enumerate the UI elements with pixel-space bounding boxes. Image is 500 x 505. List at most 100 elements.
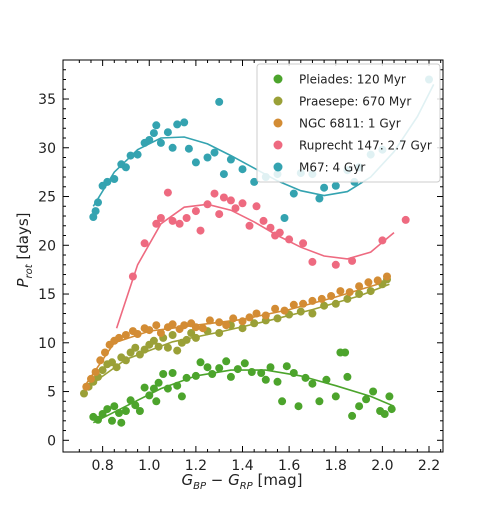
data-point bbox=[366, 287, 375, 296]
x-tick-label: 1.4 bbox=[231, 458, 253, 474]
legend-label: M67: 4 Gyr bbox=[299, 161, 365, 175]
data-point bbox=[219, 170, 228, 179]
data-point bbox=[82, 382, 91, 391]
y-tick-label: 0 bbox=[47, 433, 56, 449]
data-point bbox=[140, 239, 149, 248]
data-point bbox=[362, 395, 371, 404]
y-tick-label: 15 bbox=[38, 287, 56, 303]
data-point bbox=[175, 219, 184, 228]
data-point bbox=[180, 321, 189, 330]
data-point bbox=[245, 313, 254, 322]
data-point bbox=[108, 416, 116, 425]
data-point bbox=[152, 121, 161, 130]
data-point bbox=[191, 323, 200, 332]
data-point bbox=[289, 369, 298, 377]
data-point bbox=[331, 181, 340, 190]
data-point bbox=[203, 200, 212, 209]
trend-line-3 bbox=[115, 203, 395, 329]
data-point bbox=[191, 333, 200, 342]
data-point bbox=[163, 343, 172, 352]
data-point bbox=[327, 292, 336, 300]
data-point bbox=[355, 290, 364, 298]
data-point bbox=[280, 214, 289, 222]
data-point bbox=[252, 309, 261, 318]
data-point bbox=[133, 150, 142, 159]
data-point bbox=[348, 411, 357, 420]
data-point bbox=[261, 311, 270, 320]
data-point bbox=[103, 177, 112, 186]
data-point bbox=[341, 348, 350, 357]
data-point bbox=[308, 257, 317, 266]
data-point bbox=[126, 151, 135, 160]
data-point bbox=[296, 307, 305, 316]
legend-label: NGC 6811: 1 Gyr bbox=[299, 117, 401, 131]
data-point bbox=[101, 348, 109, 357]
data-point bbox=[219, 193, 228, 202]
data-point bbox=[145, 391, 154, 400]
data-point bbox=[173, 346, 182, 355]
data-point bbox=[149, 129, 158, 138]
data-point bbox=[320, 183, 329, 192]
data-point bbox=[87, 374, 95, 383]
data-point bbox=[345, 288, 354, 297]
data-point bbox=[133, 330, 142, 338]
data-point bbox=[273, 314, 282, 323]
data-point bbox=[250, 177, 259, 186]
data-point bbox=[289, 189, 298, 198]
data-point bbox=[294, 402, 303, 411]
data-point bbox=[331, 392, 340, 401]
data-point bbox=[271, 304, 280, 313]
data-point bbox=[266, 363, 275, 372]
x-tick-label: 1.0 bbox=[138, 458, 160, 474]
data-point bbox=[191, 158, 200, 167]
data-point bbox=[387, 405, 396, 414]
data-point bbox=[173, 381, 182, 390]
data-point bbox=[131, 343, 140, 352]
plot-frame bbox=[62, 59, 444, 453]
data-point bbox=[203, 153, 212, 162]
y-tick-label: 35 bbox=[38, 92, 56, 108]
x-tick-label: 2.2 bbox=[418, 458, 440, 474]
data-point bbox=[308, 296, 317, 305]
data-point bbox=[226, 372, 235, 381]
data-point bbox=[231, 204, 240, 213]
data-point bbox=[163, 384, 172, 393]
data-point bbox=[222, 321, 231, 330]
data-point bbox=[145, 326, 154, 335]
data-point bbox=[336, 287, 345, 296]
data-point bbox=[168, 216, 177, 225]
data-point bbox=[301, 373, 310, 382]
data-point bbox=[215, 318, 224, 327]
legend: Pleiades: 120 Myr Praesepe: 670 Myr NGC 68… bbox=[256, 63, 441, 183]
data-point bbox=[80, 389, 88, 398]
data-point bbox=[121, 356, 130, 365]
data-point bbox=[203, 363, 212, 372]
data-point bbox=[320, 301, 329, 310]
data-point bbox=[245, 221, 254, 230]
data-point bbox=[348, 256, 357, 265]
data-point bbox=[257, 369, 266, 377]
data-point bbox=[196, 358, 205, 367]
data-point bbox=[210, 189, 219, 198]
data-point bbox=[364, 278, 373, 287]
data-point bbox=[385, 392, 394, 401]
data-point bbox=[222, 357, 231, 366]
data-point bbox=[163, 128, 172, 137]
legend-box bbox=[256, 63, 441, 183]
data-points bbox=[80, 75, 433, 427]
data-point bbox=[98, 366, 107, 375]
data-point bbox=[156, 329, 165, 337]
legend-marker bbox=[273, 96, 283, 106]
data-point bbox=[308, 309, 317, 318]
data-point bbox=[215, 97, 224, 106]
data-point bbox=[159, 370, 168, 378]
data-point bbox=[280, 306, 289, 315]
data-point bbox=[250, 319, 259, 328]
data-point bbox=[238, 199, 247, 208]
data-point bbox=[355, 402, 364, 411]
data-point bbox=[378, 236, 387, 245]
data-point bbox=[182, 214, 191, 222]
data-point bbox=[289, 300, 298, 309]
data-point bbox=[331, 299, 340, 308]
